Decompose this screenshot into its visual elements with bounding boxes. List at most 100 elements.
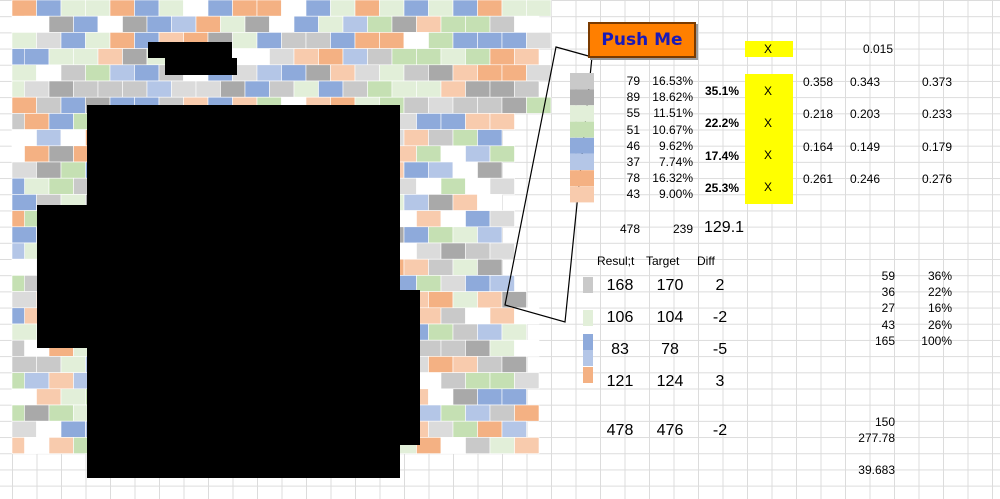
mosaic-tile bbox=[428, 323, 454, 341]
mosaic-tile bbox=[48, 404, 74, 422]
mosaic-tile bbox=[342, 15, 368, 33]
mosaic-tile bbox=[232, 32, 258, 49]
mosaic-tile bbox=[11, 323, 37, 341]
mosaic-tile bbox=[489, 437, 515, 454]
mosaic-tile bbox=[256, 32, 282, 49]
count: 43 bbox=[626, 187, 640, 202]
mosaic-tile bbox=[11, 64, 37, 82]
mosaic-tile bbox=[36, 161, 62, 179]
color-swatch bbox=[570, 137, 594, 154]
mosaic-tile bbox=[281, 32, 307, 49]
mosaic-tile bbox=[183, 0, 209, 17]
result-cell: 170 bbox=[656, 277, 684, 294]
mosaic-tile bbox=[489, 48, 515, 66]
mosaic-tile bbox=[477, 258, 503, 276]
mosaic-tile bbox=[440, 80, 466, 98]
x-mark: X bbox=[763, 42, 773, 56]
result-cell: 83 bbox=[611, 341, 629, 358]
mosaic-tile bbox=[367, 15, 393, 33]
mosaic-tile bbox=[134, 0, 160, 17]
color-swatch bbox=[583, 350, 593, 366]
mosaic-tile bbox=[465, 437, 491, 454]
mosaic-tile bbox=[220, 15, 246, 33]
mosaic-tile bbox=[489, 80, 515, 98]
interval-value: 0.358 bbox=[802, 75, 833, 89]
mosaic-tile bbox=[501, 388, 527, 406]
mosaic-tile bbox=[526, 0, 552, 17]
mosaic-tile bbox=[60, 161, 86, 179]
mosaic-tile bbox=[465, 210, 491, 228]
mosaic-tile bbox=[379, 32, 405, 49]
result-cell: 106 bbox=[606, 309, 634, 326]
mosaic-tile bbox=[11, 96, 37, 114]
mosaic-tile bbox=[452, 194, 478, 211]
mosaic-tile bbox=[452, 161, 478, 179]
mosaic-tile bbox=[514, 404, 540, 422]
mosaic-tile bbox=[24, 48, 50, 66]
mosaic-tile bbox=[379, 0, 405, 17]
summary-count: 36 bbox=[881, 285, 895, 300]
mosaic-tile bbox=[477, 388, 503, 406]
mosaic-tile bbox=[416, 307, 442, 325]
mosaic-tile bbox=[428, 161, 454, 179]
summary-percent: 100% bbox=[921, 333, 952, 348]
mosaic-tile bbox=[24, 437, 50, 454]
mosaic-tile bbox=[391, 15, 417, 33]
color-swatch bbox=[570, 154, 594, 170]
mosaic-tile bbox=[452, 291, 478, 309]
mosaic-tile bbox=[489, 15, 515, 33]
mosaic-tile bbox=[477, 161, 503, 179]
mosaic-tile bbox=[24, 404, 50, 422]
mosaic-tile bbox=[122, 15, 148, 33]
mosaic-tile bbox=[97, 48, 123, 66]
summary-count: 59 bbox=[881, 269, 895, 283]
mosaic-tile bbox=[244, 15, 270, 33]
mosaic-tile bbox=[73, 80, 99, 98]
mosaic-tile bbox=[36, 388, 62, 406]
interval-value: 0.373 bbox=[921, 75, 952, 89]
mosaic-tile bbox=[428, 226, 454, 244]
cell-value: 0.015 bbox=[862, 42, 893, 56]
mosaic-tile bbox=[109, 0, 135, 17]
result-cell: -5 bbox=[712, 341, 728, 358]
mosaic-tile bbox=[416, 80, 442, 98]
total: 239 bbox=[672, 222, 693, 236]
mosaic-tile bbox=[428, 420, 454, 438]
mosaic-tile bbox=[416, 177, 442, 195]
mosaic-tile bbox=[501, 356, 527, 373]
mosaic-tile bbox=[477, 420, 503, 438]
mosaic-tile bbox=[11, 129, 37, 147]
interval-value: 0.343 bbox=[849, 75, 880, 89]
interval-value: 0.246 bbox=[849, 172, 880, 187]
mosaic-tile bbox=[60, 129, 86, 147]
mosaic-tile bbox=[318, 48, 344, 66]
mosaic-tile bbox=[134, 64, 160, 82]
mosaic-tile bbox=[440, 145, 466, 163]
color-swatch bbox=[570, 121, 594, 138]
mosaic-tile bbox=[256, 0, 282, 17]
interval-value: 0.149 bbox=[849, 139, 880, 154]
mosaic-tile bbox=[440, 307, 466, 325]
mosaic-tile bbox=[36, 0, 62, 17]
mosaic-tile bbox=[489, 404, 515, 422]
mosaic-tile bbox=[452, 323, 478, 341]
push-button[interactable]: Push Me bbox=[588, 22, 696, 58]
mosaic-tile bbox=[403, 129, 429, 147]
mosaic-tile bbox=[379, 64, 405, 82]
cell-value: 277.78 bbox=[858, 431, 895, 445]
mosaic-tile bbox=[342, 80, 368, 98]
interval-value: 0.179 bbox=[921, 139, 952, 154]
mosaic-tile bbox=[440, 48, 466, 66]
mosaic-tile bbox=[489, 177, 515, 195]
mosaic-tile bbox=[318, 80, 344, 98]
mosaic-tile bbox=[514, 80, 540, 98]
mosaic-tile bbox=[305, 0, 331, 17]
result-cell: 476 bbox=[656, 422, 684, 439]
mosaic-tile bbox=[403, 96, 429, 114]
mosaic-tile bbox=[11, 420, 37, 438]
mosaic-tile bbox=[48, 437, 74, 454]
count: 79 bbox=[626, 74, 640, 88]
mosaic-tile bbox=[403, 0, 429, 17]
mosaic-tile bbox=[220, 80, 246, 98]
